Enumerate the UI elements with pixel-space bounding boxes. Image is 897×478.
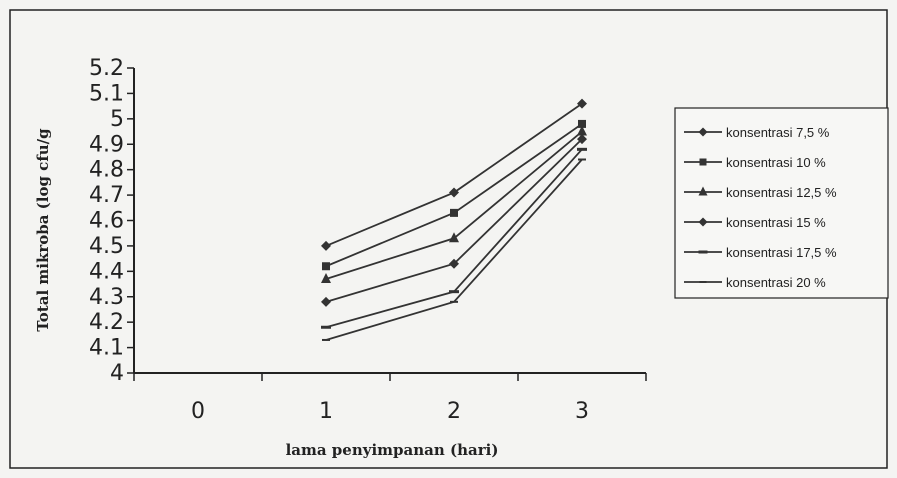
y-tick-label: 4.6 (89, 209, 124, 234)
legend-box (674, 107, 889, 299)
legend-label: konsentrasi 20 % (726, 275, 826, 290)
legend-label: konsentrasi 7,5 % (726, 125, 830, 140)
x-axis-title: lama penyimpanan (hari) (286, 441, 499, 459)
marker-triangle (698, 186, 708, 196)
series-lines (325, 102, 583, 341)
legend: konsentrasi 7,5 % konsentrasi 10 % konsent… (674, 107, 889, 299)
y-tick-label: 4.4 (89, 259, 124, 284)
legend-label: konsentrasi 12,5 % (726, 185, 837, 200)
series-line (325, 130, 583, 280)
y-tick-label: 5.1 (89, 81, 124, 106)
marker-diamond (698, 127, 708, 137)
series-markers (321, 98, 587, 341)
marker-square (450, 208, 458, 217)
marker-diamond (321, 296, 331, 307)
marker-square (322, 262, 330, 271)
marker-triangle (449, 232, 459, 243)
marker-diamond (321, 240, 331, 251)
axes: 44.14.24.34.44.54.64.74.84.955.15.2 0 1 2 3 (89, 56, 647, 424)
marker-triangle (577, 125, 587, 136)
x-tick-label: 1 (319, 399, 333, 424)
marker-diamond (449, 187, 459, 198)
y-tick-label: 4.3 (89, 285, 124, 310)
marker-square (699, 158, 707, 166)
series-line (325, 102, 583, 247)
y-tick-label: 4.5 (89, 234, 124, 259)
marker-diamond (449, 258, 459, 269)
y-tick-label: 4 (110, 361, 124, 386)
marker-diamond (577, 98, 587, 109)
y-tick-label: 4.9 (89, 132, 124, 157)
x-tick-label: 0 (191, 399, 205, 424)
x-tick-label: 3 (575, 399, 589, 424)
y-tick-label: 5 (110, 107, 124, 132)
legend-label: konsentrasi 15 % (726, 215, 826, 230)
legend-label: konsentrasi 10 % (726, 155, 826, 170)
marker-triangle (321, 272, 331, 283)
marker-diamond (698, 217, 708, 227)
y-tick-label: 4.7 (89, 183, 124, 208)
y-tick-label: 4.8 (89, 158, 124, 183)
y-tick-label: 4.1 (89, 336, 124, 361)
marker-square (578, 119, 586, 128)
y-axis-title: Total mikroba (log cfu/g (34, 128, 52, 332)
y-tick-label: 4.2 (89, 310, 124, 335)
marker-diamond (577, 134, 587, 145)
y-tick-label: 5.2 (89, 56, 124, 81)
x-tick-label: 2 (447, 399, 461, 424)
legend-label: konsentrasi 17,5 % (726, 245, 837, 260)
